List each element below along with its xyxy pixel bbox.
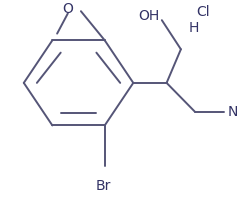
Text: OH: OH <box>138 9 159 23</box>
Text: Br: Br <box>95 179 111 193</box>
Text: H: H <box>189 21 199 35</box>
Text: O: O <box>62 2 73 16</box>
Text: Cl: Cl <box>197 5 210 19</box>
Text: NH₂: NH₂ <box>227 105 238 119</box>
